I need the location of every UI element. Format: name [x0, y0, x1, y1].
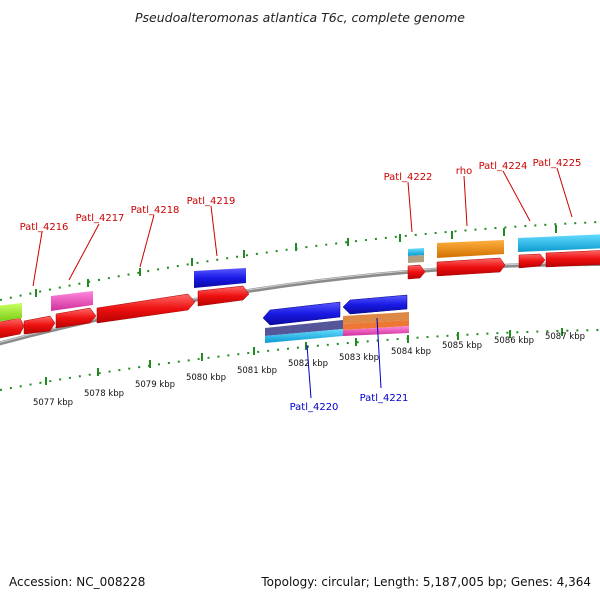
tick-label: 5079 kbp: [135, 380, 175, 390]
gene-arrow[interactable]: [342, 294, 408, 315]
gene-label[interactable]: Patl_4224: [479, 161, 528, 172]
bottom-leader-lines: [306, 317, 382, 399]
tick-labels: 5077 kbp 5078 kbp 5079 kbp 5080 kbp 5081…: [33, 332, 585, 408]
gene-arrow[interactable]: [518, 253, 546, 269]
gene-label[interactable]: Patl_4220: [290, 402, 339, 413]
gene-label[interactable]: Patl_4217: [76, 213, 125, 224]
gene-label[interactable]: Patl_4216: [20, 222, 69, 233]
forward-cds-row: [0, 250, 600, 339]
feature-box[interactable]: [265, 320, 343, 336]
top-leader-lines: [32, 167, 573, 287]
tick-label: 5080 kbp: [186, 373, 226, 383]
gene-arrow[interactable]: [545, 250, 600, 268]
feature-box[interactable]: [408, 255, 424, 263]
feature-box[interactable]: [518, 234, 600, 252]
gene-label[interactable]: Patl_4225: [533, 158, 582, 169]
gene-label[interactable]: rho: [456, 166, 472, 177]
upper-major-ticks: [35, 225, 557, 297]
tick-label: 5078 kbp: [84, 389, 124, 399]
reverse-cds-row: [262, 294, 408, 326]
feature-box[interactable]: [343, 326, 409, 336]
tick-label: 5085 kbp: [442, 341, 482, 351]
gene-arrow[interactable]: [23, 315, 56, 335]
tick-label: 5077 kbp: [33, 398, 73, 408]
gene-arrow[interactable]: [55, 307, 97, 329]
accession-text: Accession: NC_008228: [9, 575, 145, 589]
feature-box[interactable]: [265, 329, 343, 343]
gene-label[interactable]: Patl_4222: [384, 172, 433, 183]
reverse-feature-row: [265, 312, 409, 343]
forward-feature-row: [0, 234, 600, 322]
gene-arrow[interactable]: [436, 257, 506, 277]
tick-label: 5086 kbp: [494, 336, 534, 346]
gene-label[interactable]: Patl_4218: [131, 205, 180, 216]
feature-box[interactable]: [0, 303, 22, 322]
tick-label: 5081 kbp: [237, 366, 277, 376]
upper-tick-track: [0, 221, 600, 301]
gene-label[interactable]: Patl_4221: [360, 393, 409, 404]
feature-box[interactable]: [437, 240, 504, 258]
gene-arrow[interactable]: [262, 301, 341, 326]
feature-box[interactable]: [343, 320, 409, 330]
tick-label: 5087 kbp: [545, 332, 585, 342]
tick-label: 5084 kbp: [391, 347, 431, 357]
feature-box[interactable]: [408, 248, 424, 256]
gene-arrow[interactable]: [407, 264, 426, 280]
feature-box[interactable]: [51, 291, 93, 311]
feature-box[interactable]: [194, 268, 246, 288]
genome-summary-text: Topology: circular; Length: 5,187,005 bp…: [260, 575, 591, 589]
gene-label[interactable]: Patl_4219: [187, 196, 236, 207]
gene-arrow[interactable]: [197, 285, 250, 307]
map-title: Pseudoalteromonas atlantica T6c, complet…: [135, 10, 465, 25]
gene-arrow[interactable]: [96, 293, 196, 324]
lower-major-ticks: [45, 328, 563, 385]
tick-label: 5083 kbp: [339, 353, 379, 363]
